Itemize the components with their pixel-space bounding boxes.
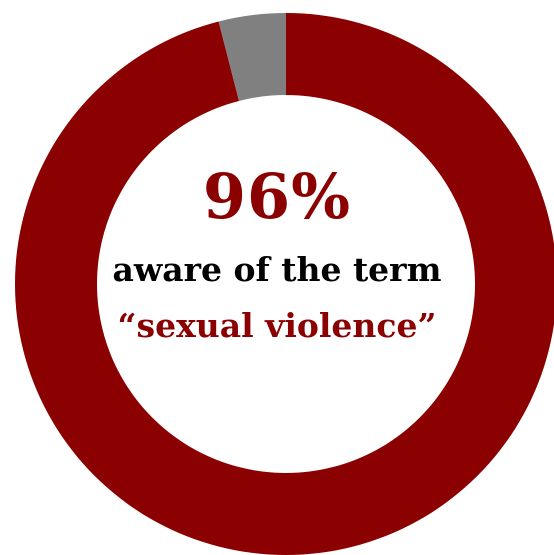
center-percentage: 96% [202, 160, 352, 233]
center-caption-line1: aware of the term [112, 250, 442, 289]
donut-slice-not-aware [218, 13, 286, 101]
donut-slice-aware [15, 13, 554, 555]
center-caption-line2: “sexual violence” [117, 306, 437, 345]
